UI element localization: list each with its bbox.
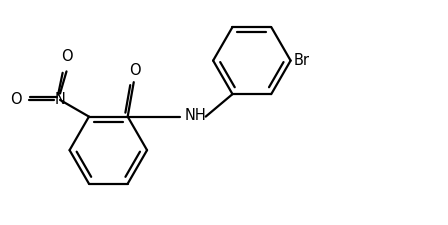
Text: O: O [10, 92, 22, 107]
Text: Br: Br [294, 53, 310, 68]
Text: N: N [55, 92, 65, 107]
Text: NH: NH [184, 108, 206, 123]
Text: O: O [61, 50, 73, 64]
Text: O: O [129, 63, 141, 78]
